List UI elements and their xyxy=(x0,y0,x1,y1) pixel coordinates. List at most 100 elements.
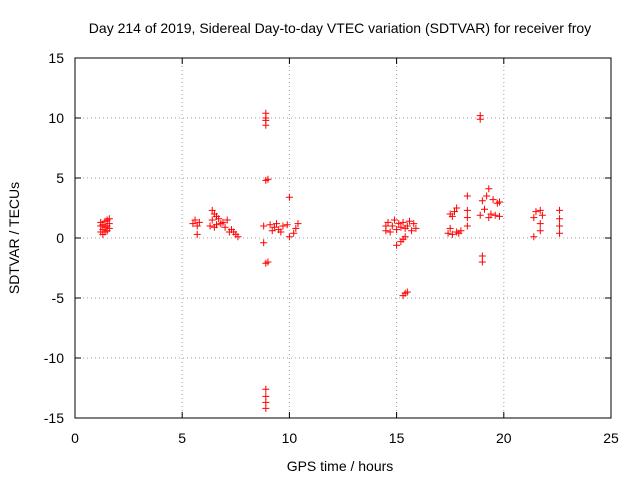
data-point xyxy=(215,215,223,223)
data-point xyxy=(393,226,401,234)
data-point xyxy=(481,205,489,213)
data-point xyxy=(208,206,216,214)
data-point xyxy=(399,218,407,226)
data-point xyxy=(556,222,564,230)
x-tick-label: 0 xyxy=(71,430,79,446)
data-point xyxy=(223,216,231,224)
data-point xyxy=(478,197,486,205)
data-point xyxy=(262,385,270,393)
data-point xyxy=(476,211,484,219)
x-tick-label: 25 xyxy=(603,430,619,446)
data-point xyxy=(221,223,229,231)
data-point xyxy=(556,215,564,223)
data-point xyxy=(457,227,465,235)
data-point xyxy=(393,241,401,249)
data-point xyxy=(401,233,409,241)
y-axis-label: SDTVAR / TECUs xyxy=(6,182,22,294)
data-point xyxy=(388,222,396,230)
x-axis-label: GPS time / hours xyxy=(287,458,394,474)
data-point xyxy=(536,206,544,214)
data-point xyxy=(453,204,461,212)
x-tick-label: 10 xyxy=(282,430,298,446)
x-tick-label: 15 xyxy=(389,430,405,446)
y-tick-label: 15 xyxy=(48,50,64,66)
data-point xyxy=(491,211,499,219)
data-point xyxy=(485,214,493,222)
data-point xyxy=(448,230,456,238)
data-point xyxy=(403,222,411,230)
data-point xyxy=(530,233,538,241)
data-point xyxy=(446,224,454,232)
data-point xyxy=(483,192,491,200)
y-tick-label: 10 xyxy=(48,110,64,126)
plot-frame xyxy=(74,57,612,419)
data-point xyxy=(219,218,227,226)
y-tick-label: 0 xyxy=(56,230,64,246)
data-point xyxy=(292,224,300,232)
data-point xyxy=(290,229,298,237)
data-point xyxy=(405,217,413,225)
data-point xyxy=(478,258,486,266)
data-point xyxy=(273,220,281,228)
data-point xyxy=(193,230,201,238)
data-series-sdtvar xyxy=(97,109,564,412)
data-point xyxy=(206,222,214,230)
data-point xyxy=(403,288,411,296)
data-point xyxy=(556,206,564,214)
data-point xyxy=(463,192,471,200)
data-point xyxy=(268,227,276,235)
x-tick-label: 20 xyxy=(496,430,512,446)
data-point xyxy=(496,198,504,206)
data-point xyxy=(262,121,270,129)
data-point xyxy=(189,220,197,228)
data-point xyxy=(285,233,293,241)
data-point xyxy=(487,210,495,218)
data-point xyxy=(285,193,293,201)
axis-ticks: 0 5 10 15 20 25 -15 -10 -5 0 5 10 15 xyxy=(44,50,619,446)
data-point xyxy=(536,220,544,228)
data-point xyxy=(444,229,452,237)
data-point xyxy=(262,404,270,412)
y-tick-label: 5 xyxy=(56,170,64,186)
data-point xyxy=(279,222,287,230)
data-point xyxy=(532,208,540,216)
data-point xyxy=(536,227,544,235)
data-point xyxy=(397,223,405,231)
data-point xyxy=(105,215,113,223)
grid xyxy=(75,58,611,418)
data-point xyxy=(208,216,216,224)
data-point xyxy=(450,208,458,216)
data-point xyxy=(448,212,456,220)
data-point xyxy=(260,222,268,230)
data-point xyxy=(390,216,398,224)
data-point xyxy=(476,115,484,123)
data-point xyxy=(556,229,564,237)
data-point xyxy=(264,175,272,183)
data-point xyxy=(283,221,291,229)
chart-title: Day 214 of 2019, Sidereal Day-to-day VTE… xyxy=(89,20,591,36)
data-point xyxy=(463,206,471,214)
data-point xyxy=(191,216,199,224)
data-point xyxy=(463,214,471,222)
y-tick-label: -10 xyxy=(44,350,64,366)
data-point xyxy=(412,224,420,232)
data-point xyxy=(260,239,268,247)
data-point xyxy=(410,220,418,228)
data-point xyxy=(262,398,270,406)
data-point xyxy=(262,392,270,400)
data-point xyxy=(408,227,416,235)
data-point xyxy=(264,258,272,266)
data-point xyxy=(266,221,274,229)
data-point xyxy=(384,218,392,226)
y-tick-label: -15 xyxy=(44,410,64,426)
data-point xyxy=(195,218,203,226)
data-point xyxy=(213,221,221,229)
data-point xyxy=(294,220,302,228)
data-point xyxy=(277,228,285,236)
y-tick-label: -5 xyxy=(52,290,65,306)
data-point xyxy=(478,252,486,260)
data-point xyxy=(489,196,497,204)
data-point xyxy=(395,220,403,228)
data-point xyxy=(530,214,538,222)
